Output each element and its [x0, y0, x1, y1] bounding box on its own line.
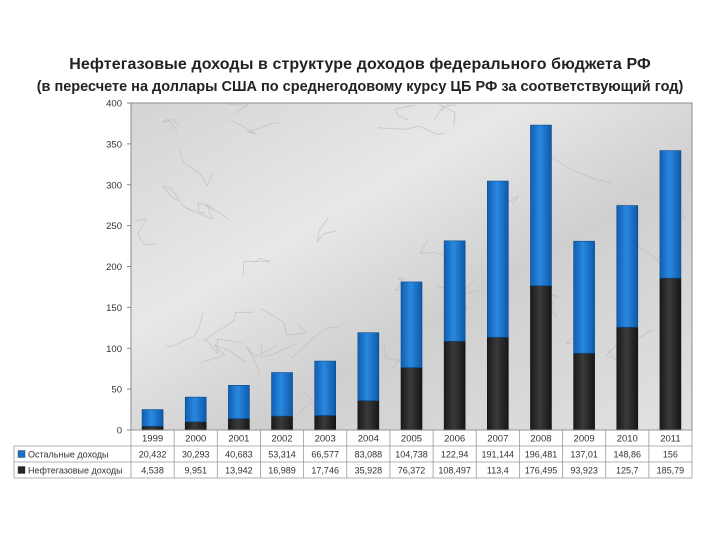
data-table-cell: 176,495 — [525, 466, 558, 476]
x-tick-label: 2001 — [228, 434, 249, 445]
legend-label: Остальные доходы — [28, 450, 109, 460]
data-table-cell: 196,481 — [525, 450, 558, 460]
data-table-cell: 108,497 — [438, 466, 471, 476]
bar-oilgas-2005 — [400, 367, 423, 431]
data-table-cell: 93,923 — [570, 466, 598, 476]
bar-other-2009 — [573, 240, 595, 354]
data-table-cell: 76,372 — [398, 466, 426, 476]
bar-oilgas-2003 — [314, 415, 336, 431]
data-table-cell: 125,7 — [616, 466, 639, 476]
x-tick-label: 1999 — [142, 434, 163, 445]
y-tick-label: 350 — [106, 139, 122, 150]
data-table-cell: 122,94 — [441, 450, 469, 460]
y-tick-label: 300 — [106, 180, 122, 191]
data-table-cell: 191,144 — [482, 450, 515, 460]
bar-other-2004 — [357, 332, 380, 401]
y-tick-label: 400 — [106, 99, 122, 110]
data-table-cell: 4,538 — [141, 466, 164, 476]
bar-other-2006 — [443, 240, 466, 342]
bar-oilgas-2011 — [659, 277, 682, 431]
x-tick-label: 2000 — [185, 434, 206, 445]
x-tick-label: 2004 — [358, 434, 379, 445]
bar-other-2008 — [530, 124, 552, 287]
data-table-cell: 148,86 — [614, 450, 642, 460]
bar-other-2007 — [487, 180, 509, 338]
x-tick-label: 2009 — [574, 434, 595, 445]
data-table-cell: 185,79 — [657, 466, 685, 476]
bar-oilgas-2000 — [184, 421, 207, 431]
legend-swatch — [17, 466, 26, 474]
y-tick-label: 50 — [111, 385, 122, 396]
x-tick-label: 2007 — [487, 434, 508, 445]
data-table-cell: 156 — [663, 450, 678, 460]
y-tick-label: 100 — [106, 344, 122, 355]
bar-other-2005 — [400, 281, 423, 368]
y-tick-label: 0 — [117, 426, 122, 437]
bar-oilgas-2004 — [357, 400, 380, 431]
bar-other-2001 — [228, 385, 250, 419]
data-table-cell: 83,088 — [355, 450, 383, 460]
bar-other-1999 — [141, 409, 164, 427]
bar-oilgas-2010 — [616, 326, 639, 431]
legend-label: Нефтегазовые доходы — [28, 466, 123, 476]
data-table-cell: 17,746 — [311, 466, 339, 476]
bar-oilgas-2009 — [573, 352, 595, 431]
data-table-cell: 53,314 — [268, 450, 296, 460]
x-tick-label: 2003 — [315, 434, 336, 445]
x-tick-label: 2008 — [530, 434, 551, 445]
bar-other-2011 — [659, 150, 682, 279]
bar-oilgas-2002 — [271, 415, 293, 431]
bar-other-2010 — [616, 205, 639, 328]
y-tick-label: 250 — [106, 221, 122, 232]
x-tick-label: 2010 — [617, 434, 638, 445]
data-table-cell: 137,01 — [570, 450, 598, 460]
legend-swatch — [17, 450, 26, 458]
bar-oilgas-2001 — [228, 418, 250, 431]
chart-subtitle: (в пересчете на доллары США по среднегод… — [36, 79, 684, 95]
bar-oilgas-2007 — [487, 336, 509, 431]
data-table-cell: 113,4 — [487, 466, 509, 476]
bar-other-2003 — [314, 360, 336, 416]
data-table-cell: 16,989 — [268, 466, 296, 476]
data-table-cell: 9,951 — [184, 466, 207, 476]
data-table-cell: 66,577 — [311, 450, 339, 460]
x-tick-label: 2005 — [401, 434, 422, 445]
bar-other-2000 — [184, 396, 207, 423]
data-table-cell: 13,942 — [225, 466, 253, 476]
data-table-cell: 104,738 — [395, 450, 428, 460]
y-tick-label: 200 — [106, 262, 122, 273]
data-table-cell: 30,293 — [182, 450, 210, 460]
x-tick-label: 2006 — [444, 434, 465, 445]
bar-oilgas-2008 — [530, 285, 552, 431]
bar-oilgas-1999 — [141, 425, 164, 431]
chart-title: Нефтегазовые доходы в структуре доходов … — [69, 56, 651, 73]
data-table-cell: 20,432 — [139, 450, 167, 460]
bar-other-2002 — [271, 372, 293, 417]
data-table-cell: 35,928 — [355, 466, 383, 476]
x-tick-label: 2011 — [660, 434, 680, 445]
y-tick-label: 150 — [106, 303, 122, 314]
bar-oilgas-2006 — [443, 341, 466, 431]
data-table-cell: 40,683 — [225, 450, 253, 460]
x-tick-label: 2002 — [271, 434, 292, 445]
